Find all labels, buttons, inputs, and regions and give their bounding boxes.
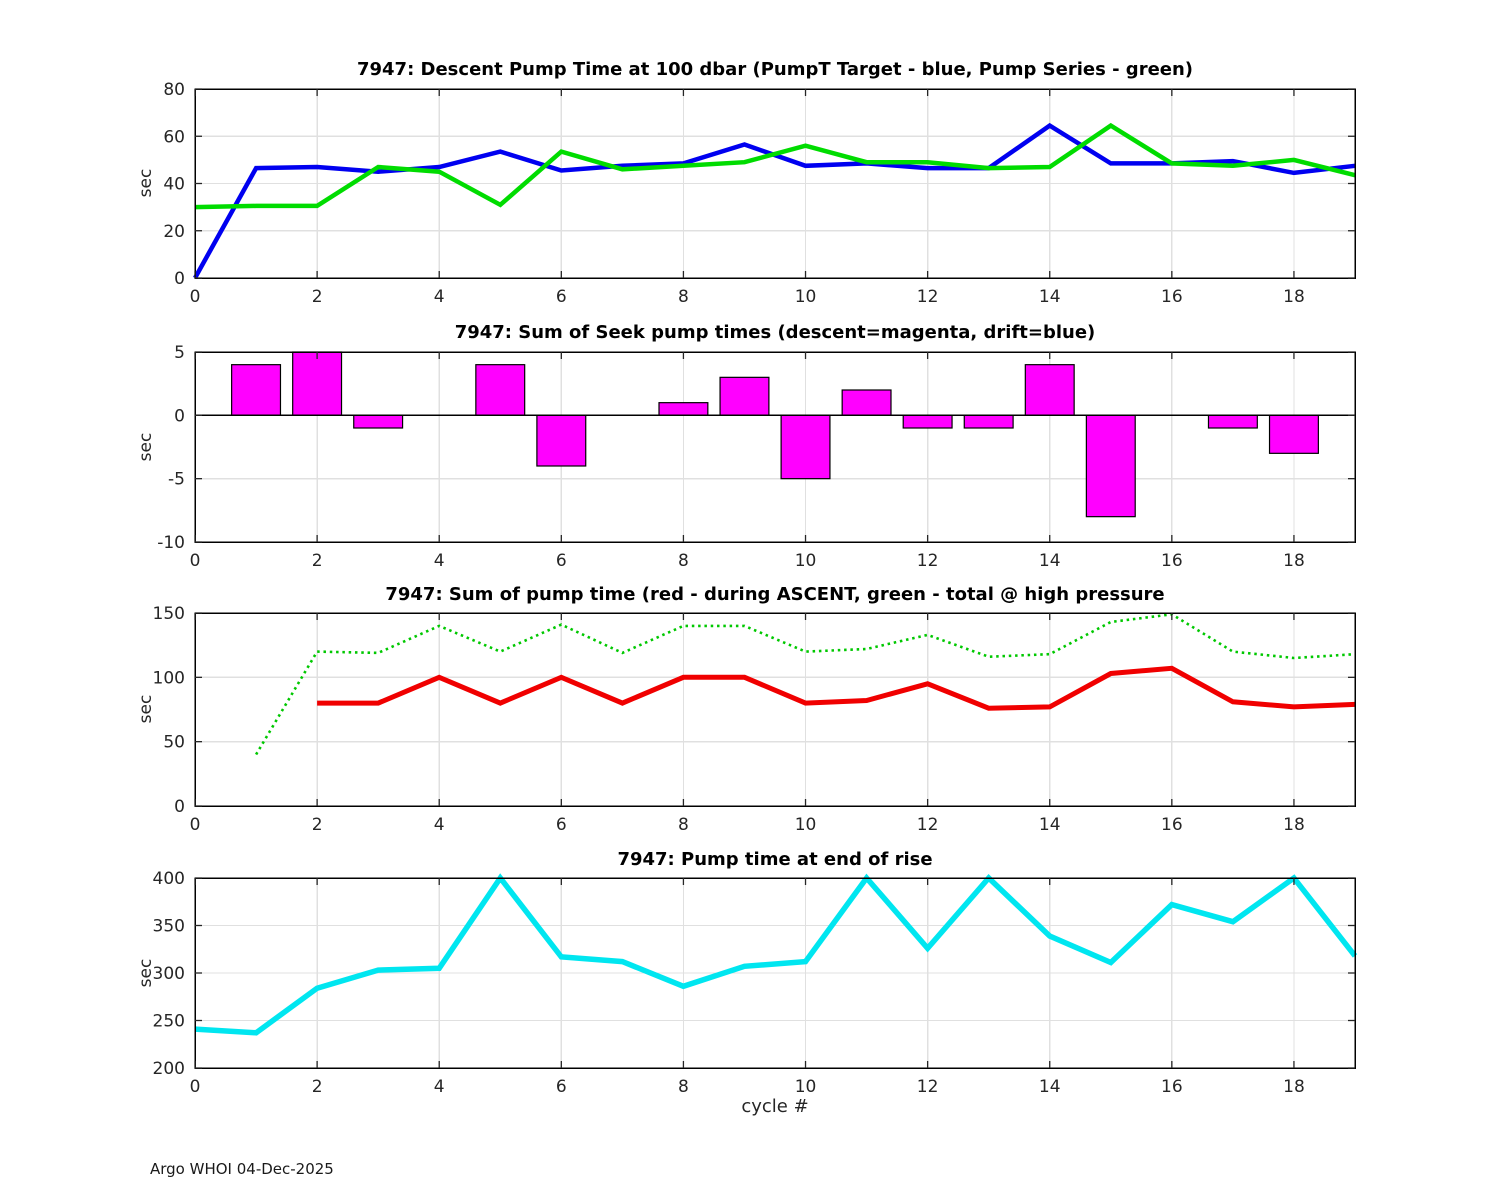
svg-text:8: 8 (678, 551, 689, 571)
svg-text:8: 8 (678, 815, 689, 835)
svg-text:40: 40 (163, 175, 185, 195)
pump-time-end-of-rise-title: 7947: Pump time at end of rise (617, 849, 933, 870)
svg-text:8: 8 (678, 287, 689, 307)
svg-text:80: 80 (163, 80, 185, 100)
svg-text:100: 100 (153, 668, 185, 688)
svg-text:400: 400 (153, 869, 185, 889)
x-axis-label: cycle # (741, 1096, 809, 1117)
svg-text:0: 0 (174, 797, 185, 817)
svg-text:10: 10 (795, 815, 817, 835)
svg-text:18: 18 (1283, 1077, 1305, 1097)
svg-text:-10: -10 (157, 533, 185, 553)
seek-pump-times-plot: 0 2 4 6 8 10 12 14 16 18 5 0 -5 -10 (157, 343, 1356, 571)
seek-pump-times-title: 7947: Sum of Seek pump times (descent=ma… (454, 322, 1096, 343)
svg-text:18: 18 (1283, 287, 1305, 307)
svg-text:0: 0 (174, 406, 185, 426)
svg-text:0: 0 (190, 551, 201, 571)
svg-text:12: 12 (917, 815, 939, 835)
svg-text:8: 8 (678, 1077, 689, 1097)
svg-text:0: 0 (190, 815, 201, 835)
svg-text:12: 12 (917, 287, 939, 307)
svg-text:60: 60 (163, 127, 185, 147)
svg-text:20: 20 (163, 222, 185, 242)
svg-text:14: 14 (1039, 287, 1061, 307)
svg-text:50: 50 (163, 733, 185, 753)
svg-text:2: 2 (312, 287, 323, 307)
svg-text:200: 200 (153, 1059, 185, 1079)
svg-text:6: 6 (556, 551, 567, 571)
svg-text:4: 4 (434, 815, 445, 835)
svg-text:350: 350 (153, 917, 185, 937)
svg-text:2: 2 (312, 815, 323, 835)
svg-text:4: 4 (434, 551, 445, 571)
svg-text:300: 300 (153, 964, 185, 984)
svg-text:14: 14 (1039, 551, 1061, 571)
svg-text:14: 14 (1039, 815, 1061, 835)
svg-text:6: 6 (556, 1077, 567, 1097)
figure-footer: Argo WHOI 04-Dec-2025 (150, 1160, 334, 1178)
svg-text:10: 10 (795, 1077, 817, 1097)
svg-text:18: 18 (1283, 815, 1305, 835)
svg-text:14: 14 (1039, 1077, 1061, 1097)
sum-pump-time-plot: 0 2 4 6 8 10 12 14 16 18 0 50 100 150 (153, 604, 1356, 835)
svg-text:6: 6 (556, 287, 567, 307)
svg-text:0: 0 (174, 269, 185, 289)
svg-text:150: 150 (153, 604, 185, 624)
svg-text:0: 0 (190, 1077, 201, 1097)
svg-text:12: 12 (917, 551, 939, 571)
svg-text:4: 4 (434, 1077, 445, 1097)
svg-text:4: 4 (434, 287, 445, 307)
svg-text:18: 18 (1283, 551, 1305, 571)
sum-pump-time-title: 7947: Sum of pump time (red - during ASC… (385, 584, 1165, 605)
svg-text:10: 10 (795, 551, 817, 571)
svg-text:-5: -5 (168, 470, 185, 490)
svg-text:12: 12 (917, 1077, 939, 1097)
svg-text:250: 250 (153, 1012, 185, 1032)
svg-text:16: 16 (1161, 1077, 1183, 1097)
svg-text:16: 16 (1161, 815, 1183, 835)
svg-text:6: 6 (556, 815, 567, 835)
descent-pump-time-plot: 0 2 4 6 8 10 12 14 16 18 0 20 40 60 80 (163, 80, 1356, 307)
svg-text:2: 2 (312, 551, 323, 571)
svg-text:10: 10 (795, 287, 817, 307)
svg-text:5: 5 (174, 343, 185, 363)
descent-pump-time-title: 7947: Descent Pump Time at 100 dbar (Pum… (356, 59, 1194, 80)
svg-text:2: 2 (312, 1077, 323, 1097)
pump-time-end-of-rise-plot: 0 2 4 6 8 10 12 14 16 18 200 250 300 350 400 (153, 869, 1358, 1097)
svg-text:16: 16 (1161, 287, 1183, 307)
svg-text:16: 16 (1161, 551, 1183, 571)
svg-text:0: 0 (190, 287, 201, 307)
